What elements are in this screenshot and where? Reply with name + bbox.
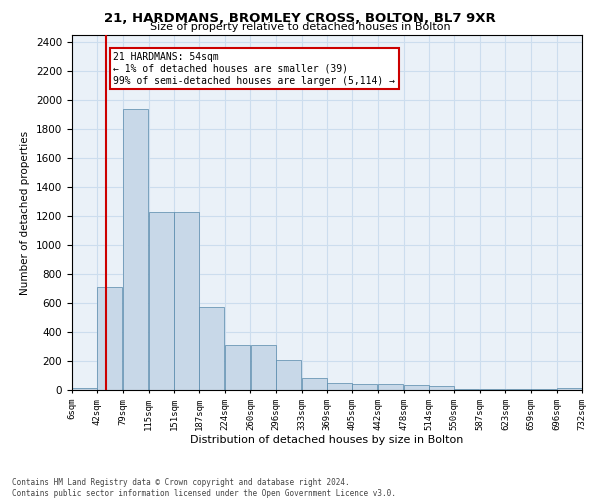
Text: 21 HARDMANS: 54sqm
← 1% of detached houses are smaller (39)
99% of semi-detached: 21 HARDMANS: 54sqm ← 1% of detached hous…: [113, 52, 395, 86]
Bar: [276, 360, 301, 390]
Bar: [149, 212, 173, 390]
Bar: [327, 383, 352, 390]
Bar: [481, 388, 505, 390]
Bar: [302, 378, 327, 390]
Bar: [174, 212, 199, 390]
X-axis label: Distribution of detached houses by size in Bolton: Distribution of detached houses by size …: [190, 436, 464, 446]
Text: 21, HARDMANS, BROMLEY CROSS, BOLTON, BL7 9XR: 21, HARDMANS, BROMLEY CROSS, BOLTON, BL7…: [104, 12, 496, 26]
Bar: [429, 386, 454, 390]
Bar: [226, 345, 250, 390]
Text: Contains HM Land Registry data © Crown copyright and database right 2024.
Contai: Contains HM Land Registry data © Crown c…: [12, 478, 396, 498]
Bar: [506, 388, 530, 390]
Bar: [557, 388, 582, 390]
Bar: [251, 345, 275, 390]
Bar: [124, 109, 148, 390]
Bar: [97, 287, 122, 390]
Text: Size of property relative to detached houses in Bolton: Size of property relative to detached ho…: [149, 22, 451, 32]
Bar: [454, 388, 479, 390]
Bar: [379, 384, 403, 390]
Bar: [352, 384, 377, 390]
Bar: [199, 306, 224, 390]
Bar: [72, 388, 97, 390]
Bar: [404, 385, 428, 390]
Y-axis label: Number of detached properties: Number of detached properties: [20, 130, 31, 294]
